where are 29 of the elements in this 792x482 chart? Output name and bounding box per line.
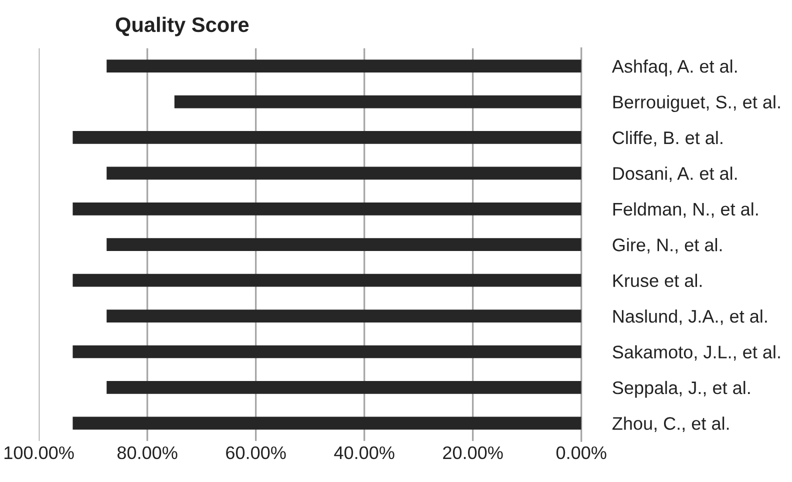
y-tick-label: Berrouiguet, S., et al.: [613, 95, 780, 112]
bar: [72, 274, 582, 287]
y-tick-label: Seppala, J., et al.: [612, 380, 750, 398]
chart-title: Quality Score: [116, 16, 249, 36]
bar: [106, 238, 582, 252]
bar: [106, 60, 582, 72]
y-tick-label: Cliffe, B. et al.: [612, 130, 722, 146]
bar: [106, 310, 582, 322]
x-tick-label: 40.00%: [334, 446, 394, 460]
x-tick-label: 60.00%: [226, 446, 286, 460]
bar: [106, 381, 582, 394]
bar: [72, 202, 582, 216]
x-tick-label: 100.00%: [4, 446, 74, 460]
bar: [106, 166, 582, 180]
y-tick-label: Naslund, J.A., et al.: [613, 309, 767, 325]
y-tick-label: Sakamoto, J.L., et al.: [612, 345, 780, 361]
y-tick-label: Kruse et al.: [613, 274, 702, 288]
x-tick-label: 80.00%: [117, 446, 178, 460]
y-tick-label: Feldman, N., et al.: [613, 202, 758, 218]
bar: [72, 131, 582, 144]
bar: [174, 95, 582, 108]
y-tick-label: Gire, N., et al.: [612, 238, 722, 254]
x-tick-label: 20.00%: [443, 446, 503, 460]
y-tick-label: Ashfaq, A. et al.: [612, 60, 737, 76]
y-tick-label: Zhou, C., et al.: [612, 416, 729, 432]
bar: [72, 345, 582, 358]
bar: [72, 416, 582, 430]
x-tick-label: 0.00%: [556, 446, 606, 460]
y-tick-label: Dosani, A. et al.: [613, 166, 737, 182]
